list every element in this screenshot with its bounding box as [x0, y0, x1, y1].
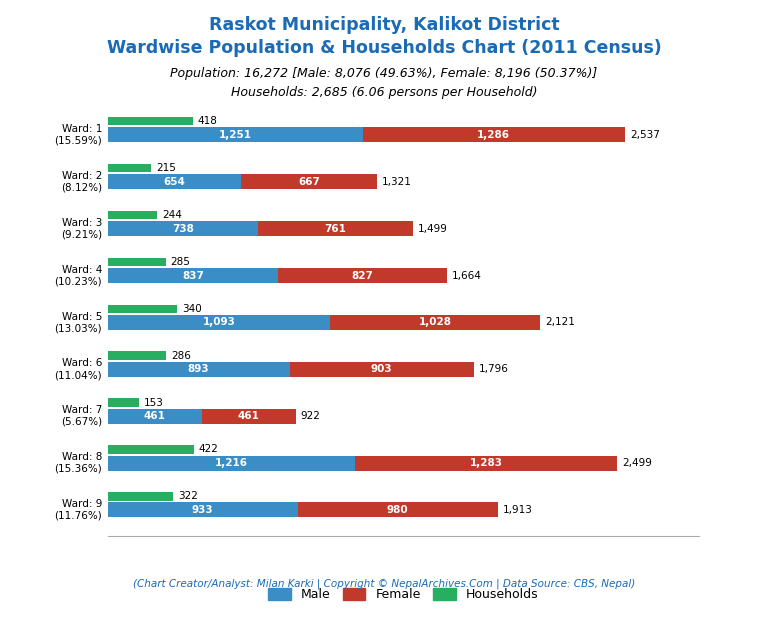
Text: 922: 922 [300, 411, 320, 421]
Text: 761: 761 [325, 224, 346, 234]
Bar [108, 211, 157, 219]
Text: 2,499: 2,499 [622, 458, 652, 468]
Text: Wardwise Population & Households Chart (2011 Census): Wardwise Population & Households Chart (… [107, 39, 661, 57]
Text: 1,913: 1,913 [503, 505, 532, 515]
Text: 827: 827 [352, 270, 373, 280]
Text: 422: 422 [199, 444, 219, 455]
Bar [290, 362, 474, 377]
Bar [330, 315, 540, 330]
Text: Population: 16,272 [Male: 8,076 (49.63%), Female: 8,196 (50.37%)]: Population: 16,272 [Male: 8,076 (49.63%)… [170, 67, 598, 80]
Bar [201, 409, 296, 424]
Bar [108, 174, 241, 189]
Text: 1,321: 1,321 [382, 177, 412, 187]
Bar [362, 127, 625, 142]
Bar [108, 117, 193, 125]
Bar [108, 127, 362, 142]
Bar [298, 503, 498, 518]
Text: 153: 153 [144, 397, 164, 407]
Text: 285: 285 [170, 257, 190, 267]
Bar [108, 258, 166, 266]
Text: 215: 215 [157, 163, 177, 173]
Text: 1,093: 1,093 [203, 317, 236, 328]
Text: Households: 2,685 (6.06 persons per Household): Households: 2,685 (6.06 persons per Hous… [230, 86, 538, 99]
Text: 1,286: 1,286 [477, 130, 510, 140]
Text: 418: 418 [198, 117, 218, 126]
Text: 461: 461 [237, 411, 260, 421]
Bar [108, 164, 151, 173]
Text: 244: 244 [162, 210, 182, 220]
Bar [108, 315, 330, 330]
Text: 1,664: 1,664 [452, 270, 482, 280]
Text: 340: 340 [182, 304, 202, 314]
Text: 1,796: 1,796 [479, 364, 508, 374]
Text: 903: 903 [371, 364, 392, 374]
Bar [108, 351, 166, 360]
Text: 1,028: 1,028 [419, 317, 452, 328]
Text: 2,537: 2,537 [630, 130, 660, 140]
Bar [278, 268, 447, 283]
Legend: Male, Female, Households: Male, Female, Households [263, 583, 543, 606]
Text: 1,251: 1,251 [219, 130, 252, 140]
Bar [108, 445, 194, 454]
Bar [241, 174, 377, 189]
Text: 322: 322 [178, 492, 198, 502]
Text: 1,216: 1,216 [215, 458, 248, 468]
Text: 933: 933 [192, 505, 214, 515]
Text: 893: 893 [187, 364, 210, 374]
Bar [258, 221, 413, 236]
Bar [108, 305, 177, 313]
Bar [108, 455, 356, 470]
Bar [108, 362, 290, 377]
Text: 654: 654 [164, 177, 185, 187]
Bar [108, 221, 258, 236]
Bar [108, 503, 298, 518]
Text: (Chart Creator/Analyst: Milan Karki | Copyright © NepalArchives.Com | Data Sourc: (Chart Creator/Analyst: Milan Karki | Co… [133, 578, 635, 589]
Text: 286: 286 [171, 351, 190, 361]
Text: 2,121: 2,121 [545, 317, 575, 328]
Bar [108, 492, 173, 501]
Bar [108, 398, 139, 407]
Bar [108, 409, 201, 424]
Text: Raskot Municipality, Kalikot District: Raskot Municipality, Kalikot District [209, 16, 559, 34]
Text: 1,283: 1,283 [470, 458, 503, 468]
Text: 461: 461 [144, 411, 165, 421]
Text: 667: 667 [298, 177, 319, 187]
Bar [356, 455, 617, 470]
Text: 980: 980 [387, 505, 409, 515]
Bar [108, 268, 278, 283]
Text: 738: 738 [172, 224, 194, 234]
Text: 837: 837 [182, 270, 204, 280]
Text: 1,499: 1,499 [419, 224, 449, 234]
